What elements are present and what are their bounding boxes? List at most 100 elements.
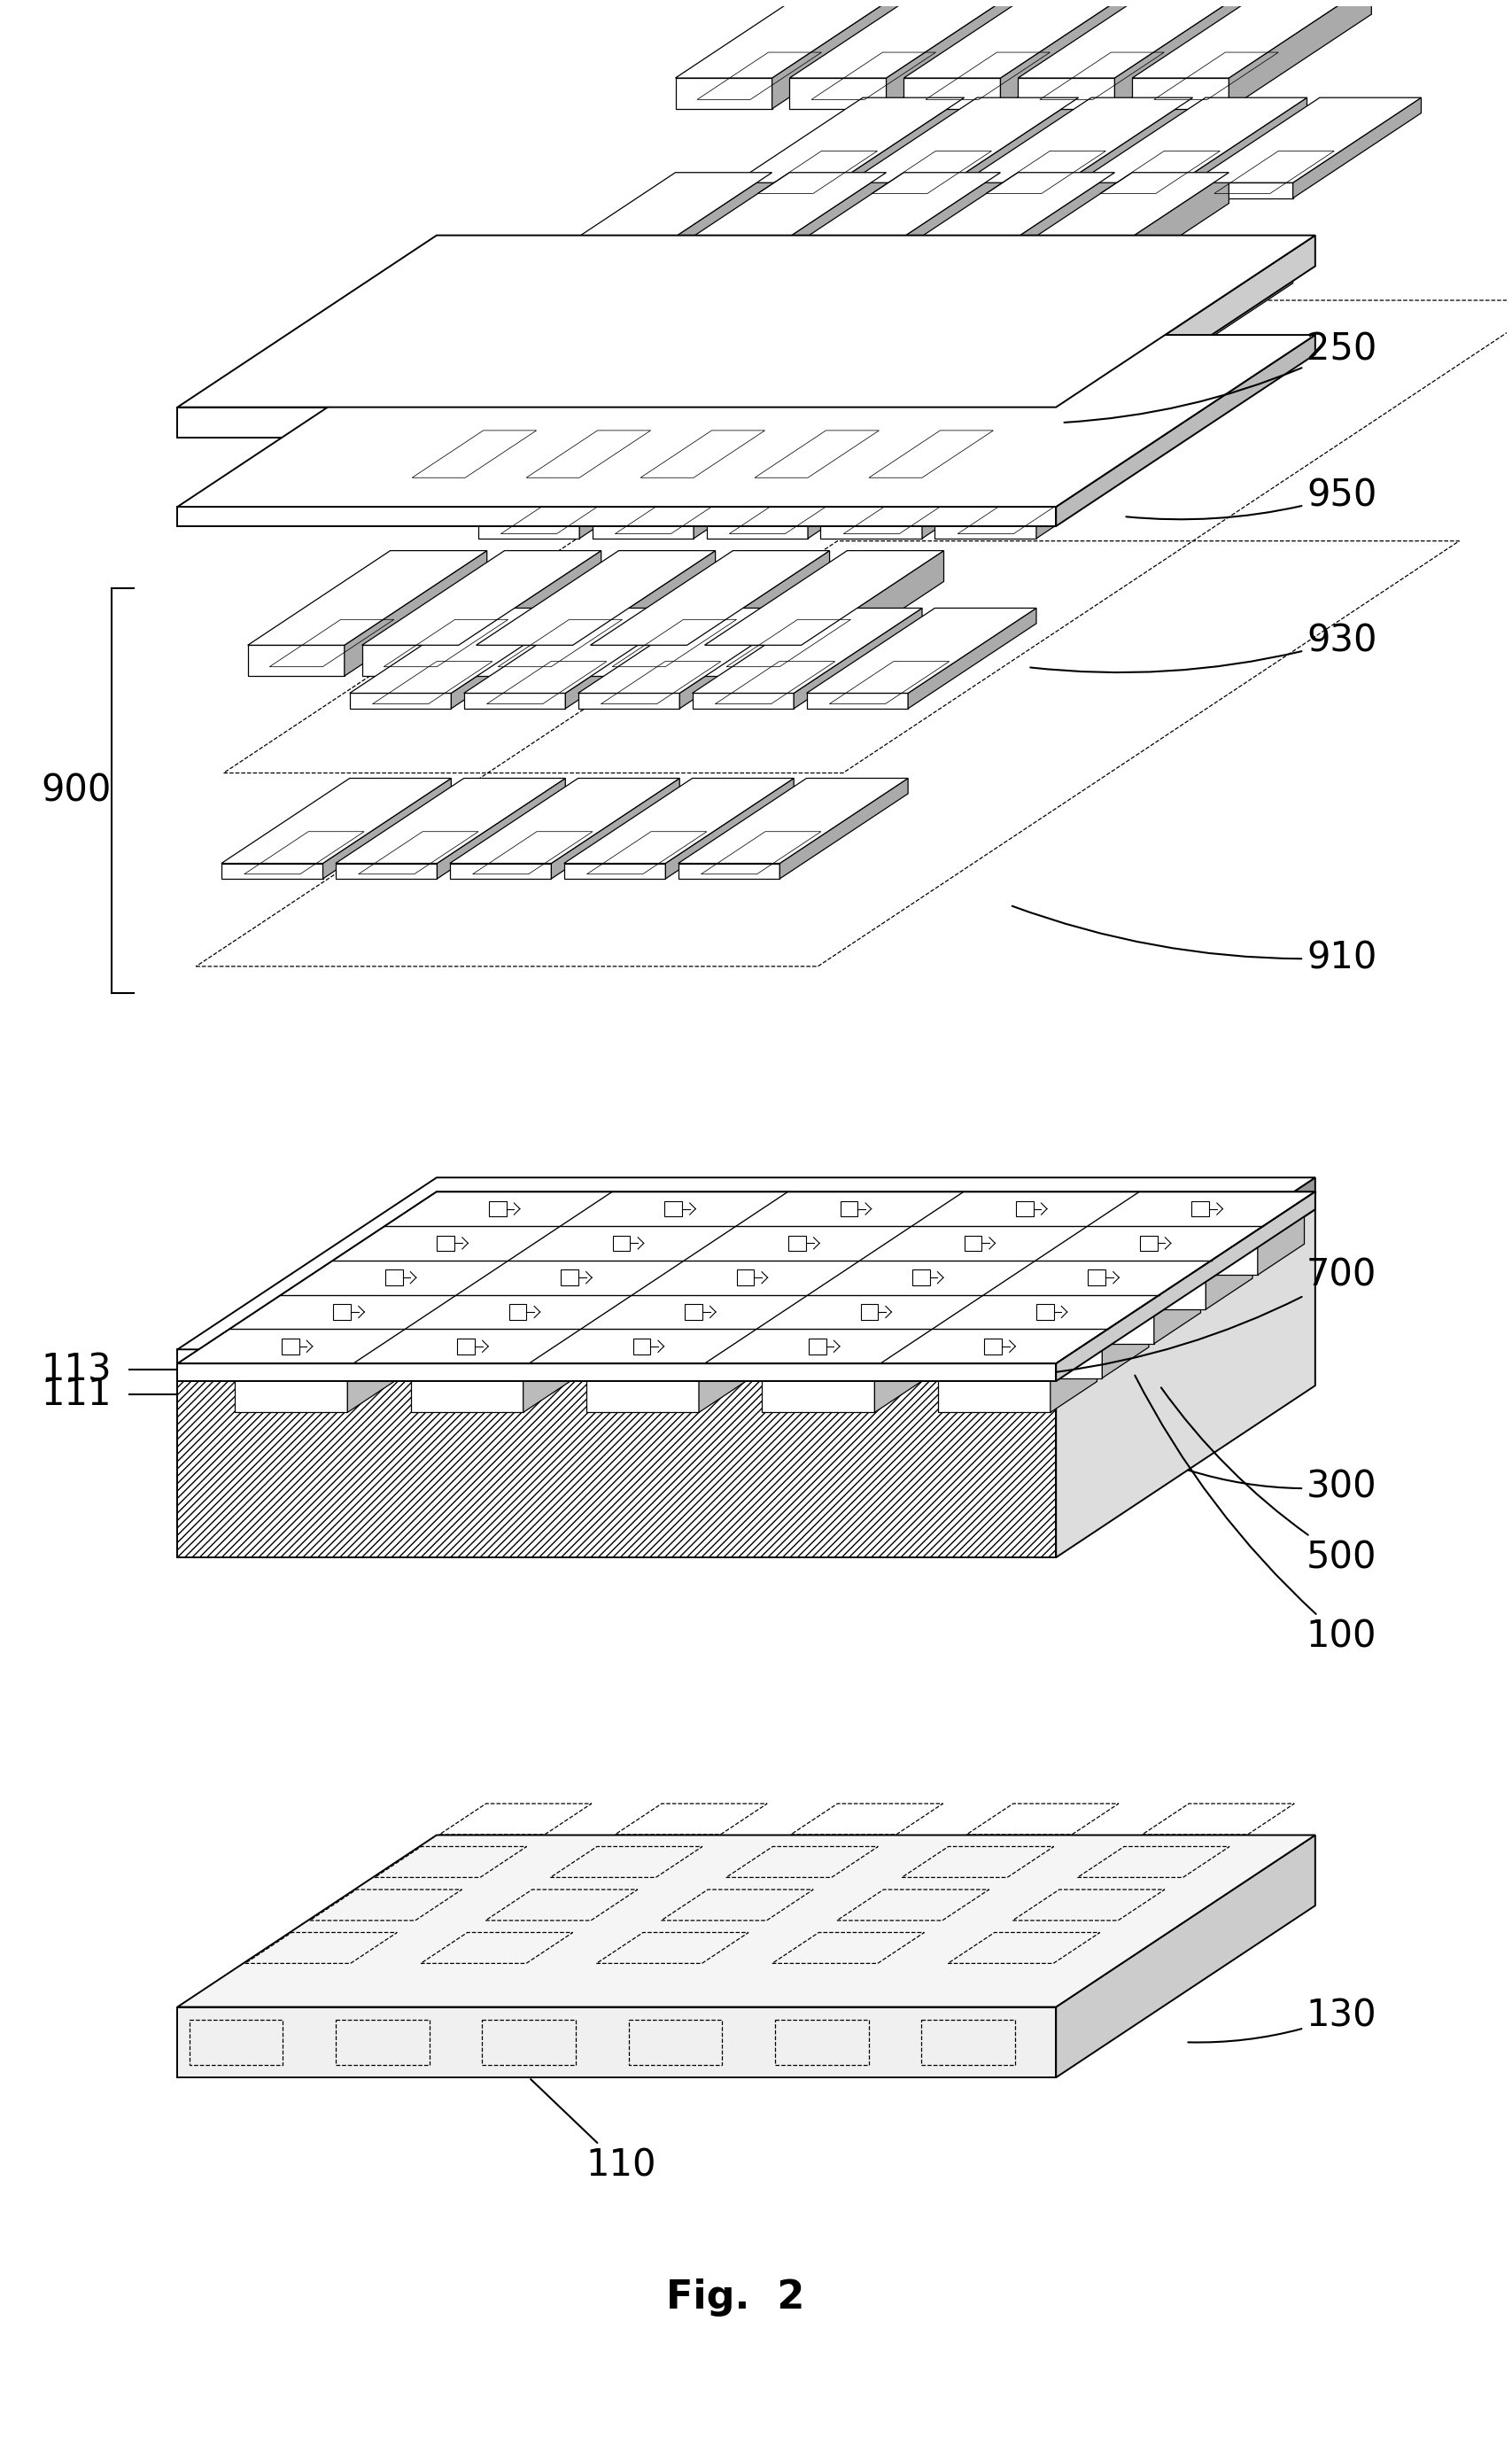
Polygon shape <box>886 0 1028 110</box>
Polygon shape <box>813 1330 925 1379</box>
Polygon shape <box>177 1191 1314 1364</box>
Polygon shape <box>361 645 458 675</box>
Polygon shape <box>390 1230 549 1262</box>
Polygon shape <box>361 550 600 645</box>
Polygon shape <box>618 362 857 457</box>
Polygon shape <box>532 267 629 298</box>
Polygon shape <box>1077 183 1178 198</box>
Polygon shape <box>829 362 972 487</box>
Polygon shape <box>865 1264 1024 1296</box>
Polygon shape <box>978 1264 1024 1345</box>
Polygon shape <box>1040 1264 1201 1296</box>
Polygon shape <box>679 1230 724 1311</box>
Polygon shape <box>835 269 1064 352</box>
Polygon shape <box>564 778 794 863</box>
Polygon shape <box>591 523 694 538</box>
Polygon shape <box>689 1296 801 1345</box>
Polygon shape <box>1049 269 1178 369</box>
Polygon shape <box>514 1296 626 1345</box>
Polygon shape <box>720 269 950 352</box>
Polygon shape <box>177 1210 1314 1381</box>
Polygon shape <box>532 174 771 267</box>
Polygon shape <box>177 506 1055 526</box>
Polygon shape <box>565 1230 724 1262</box>
Polygon shape <box>677 778 907 863</box>
Polygon shape <box>705 645 801 675</box>
Polygon shape <box>937 1364 1049 1413</box>
Polygon shape <box>865 1296 978 1345</box>
Polygon shape <box>565 1262 679 1311</box>
Polygon shape <box>801 550 943 675</box>
Polygon shape <box>750 1298 797 1379</box>
Polygon shape <box>587 1333 745 1364</box>
Polygon shape <box>248 645 345 675</box>
Polygon shape <box>779 778 907 878</box>
Polygon shape <box>550 778 679 878</box>
Polygon shape <box>715 362 857 487</box>
Polygon shape <box>626 1264 673 1345</box>
Polygon shape <box>813 1298 972 1330</box>
Polygon shape <box>1093 1262 1205 1311</box>
Polygon shape <box>442 1196 602 1227</box>
Polygon shape <box>694 438 821 538</box>
Polygon shape <box>638 1330 750 1379</box>
Polygon shape <box>1063 269 1293 352</box>
Polygon shape <box>741 1230 901 1262</box>
Polygon shape <box>1102 1298 1148 1379</box>
Polygon shape <box>177 1364 1055 1381</box>
Polygon shape <box>854 1230 901 1311</box>
Polygon shape <box>1145 1227 1256 1274</box>
Polygon shape <box>674 0 915 78</box>
Polygon shape <box>735 183 836 198</box>
Polygon shape <box>221 778 451 863</box>
Polygon shape <box>835 352 936 369</box>
Polygon shape <box>390 362 629 457</box>
Polygon shape <box>618 457 715 487</box>
Polygon shape <box>390 457 487 487</box>
Polygon shape <box>1055 335 1314 526</box>
Polygon shape <box>1018 0 1256 78</box>
Polygon shape <box>1086 174 1228 298</box>
Polygon shape <box>177 1350 1055 1364</box>
Polygon shape <box>1063 352 1164 369</box>
Polygon shape <box>575 1298 621 1379</box>
Polygon shape <box>848 98 1078 183</box>
Polygon shape <box>410 1333 570 1364</box>
Polygon shape <box>1055 235 1314 438</box>
Polygon shape <box>555 1196 602 1274</box>
Polygon shape <box>410 1364 523 1413</box>
Polygon shape <box>503 362 744 457</box>
Polygon shape <box>789 0 1028 78</box>
Polygon shape <box>578 609 807 694</box>
Polygon shape <box>1036 438 1164 538</box>
Polygon shape <box>801 1264 848 1345</box>
Polygon shape <box>921 438 1049 538</box>
Polygon shape <box>221 863 322 878</box>
Polygon shape <box>564 863 665 878</box>
Text: 700: 700 <box>1055 1257 1376 1372</box>
Polygon shape <box>706 523 807 538</box>
Polygon shape <box>1077 98 1306 183</box>
Polygon shape <box>345 550 487 675</box>
Polygon shape <box>590 645 686 675</box>
Polygon shape <box>458 550 600 675</box>
Polygon shape <box>1228 0 1371 110</box>
Polygon shape <box>578 694 679 709</box>
Polygon shape <box>399 1298 446 1379</box>
Text: 130: 130 <box>1187 1998 1376 2042</box>
Polygon shape <box>1018 78 1114 110</box>
Polygon shape <box>287 1330 399 1379</box>
Text: 900: 900 <box>41 773 112 809</box>
Polygon shape <box>761 267 857 298</box>
Polygon shape <box>906 1196 953 1274</box>
Polygon shape <box>762 1364 874 1413</box>
Polygon shape <box>918 1230 1077 1262</box>
Polygon shape <box>1205 1230 1252 1311</box>
Polygon shape <box>464 694 565 709</box>
Polygon shape <box>339 1296 451 1345</box>
Polygon shape <box>794 1196 953 1227</box>
Polygon shape <box>732 362 972 457</box>
Polygon shape <box>875 174 1114 267</box>
Polygon shape <box>705 550 943 645</box>
Text: Fig.  2: Fig. 2 <box>665 2279 804 2318</box>
